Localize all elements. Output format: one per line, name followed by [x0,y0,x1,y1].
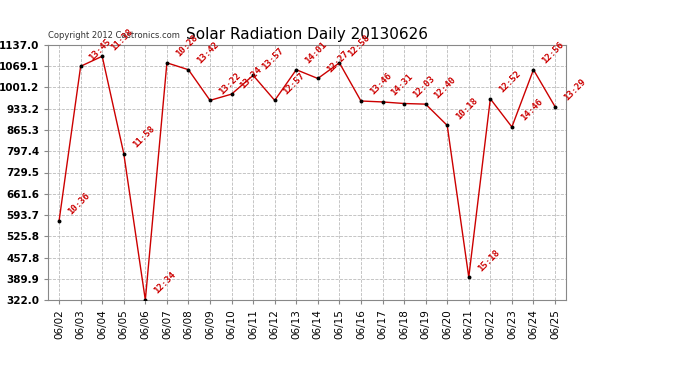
Point [75,63,86,69]
Point [399,100,410,106]
Text: 13:24: 13:24 [239,64,264,90]
Text: 12:03: 12:03 [411,74,436,99]
Text: 14:31: 14:31 [389,72,415,98]
Text: 13:57: 13:57 [260,46,286,71]
Point [226,91,237,97]
Text: 14:46: 14:46 [519,98,544,123]
Text: 13:22: 13:22 [217,71,242,96]
Point [313,75,324,81]
Point [334,60,345,66]
Text: 12:34: 12:34 [152,270,177,296]
Text: 10:18: 10:18 [454,96,480,121]
Point [161,60,172,66]
Point [442,122,453,128]
Point [269,98,280,104]
Text: 15:18: 15:18 [475,248,501,273]
Text: Copyright 2012 Castronics.com: Copyright 2012 Castronics.com [48,31,180,40]
Text: 12:56: 12:56 [540,40,566,66]
Point [248,72,259,78]
Text: 12:27: 12:27 [325,49,350,74]
Text: 11:38: 11:38 [109,27,135,52]
Point [204,98,215,104]
Point [183,67,194,73]
Text: 11:58: 11:58 [130,124,156,149]
Point [290,67,302,73]
Text: 12:40: 12:40 [433,75,458,100]
Text: 14:01: 14:01 [303,40,328,66]
Text: 13:42: 13:42 [195,40,221,66]
Text: 12:57: 12:57 [282,71,307,96]
Point [506,124,518,130]
Text: 10:36: 10:36 [66,191,91,217]
Point [485,96,496,102]
Point [97,53,108,59]
Point [118,151,129,157]
Text: 13:45: 13:45 [88,37,113,62]
Text: 13:46: 13:46 [368,72,393,97]
Point [420,101,431,107]
Text: 13:29: 13:29 [562,77,587,102]
Text: 10:28: 10:28 [174,33,199,58]
Text: 12:58: 12:58 [346,33,372,58]
Point [54,218,65,224]
Point [140,297,151,303]
Point [528,67,539,73]
Point [377,99,388,105]
Text: 12:52: 12:52 [497,69,522,94]
Point [549,104,560,110]
Point [463,274,474,280]
Text: Radiation  (W/m2): Radiation (W/m2) [578,66,684,76]
Title: Solar Radiation Daily 20130626: Solar Radiation Daily 20130626 [186,27,428,42]
Point [355,98,366,104]
